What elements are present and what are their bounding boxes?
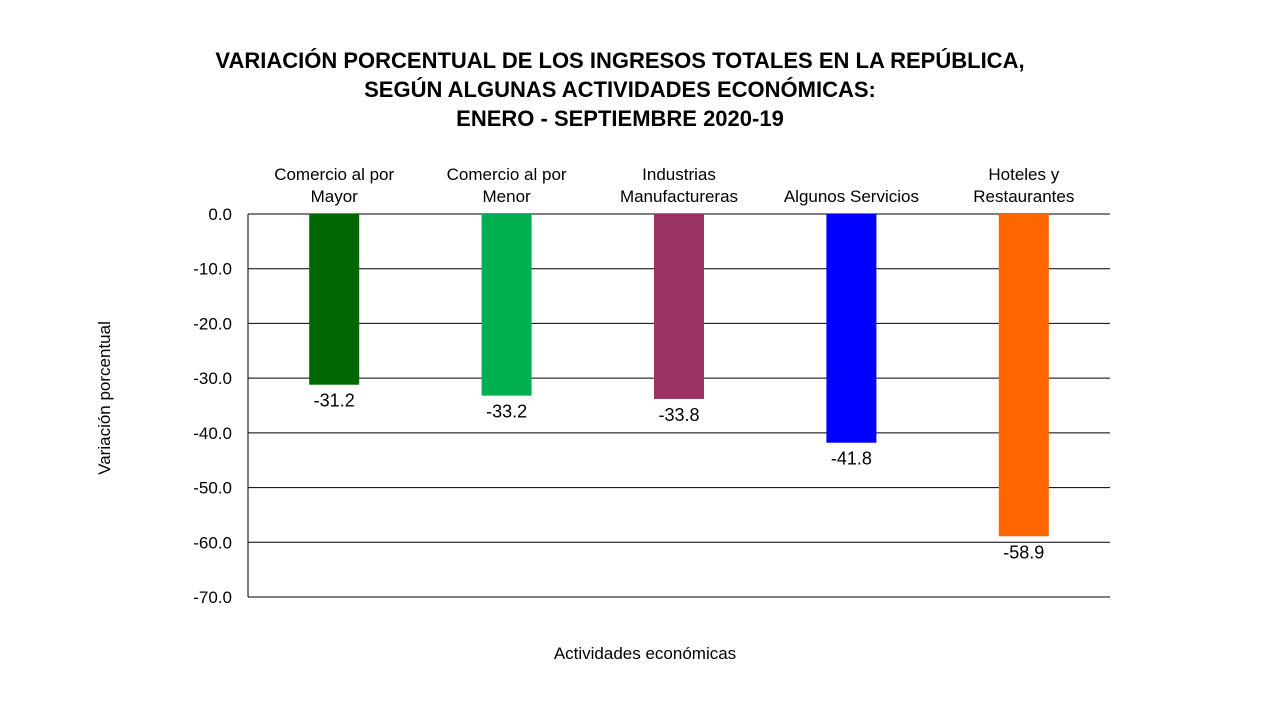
y-tick-label: -60.0 <box>193 533 232 552</box>
bar <box>826 214 877 443</box>
chart-title-line-3: ENERO - SEPTIEMBRE 2020-19 <box>456 106 784 131</box>
data-label: -33.8 <box>658 405 699 425</box>
category-label: Mayor <box>311 187 359 206</box>
category-label: Menor <box>483 187 532 206</box>
chart-title-line-2: SEGÚN ALGUNAS ACTIVIDADES ECONÓMICAS: <box>364 77 876 102</box>
category-labels: Comercio al por Mayor Comercio al por Menor… <box>274 165 1074 206</box>
bar <box>309 214 360 385</box>
category-label: Comercio al por <box>447 165 567 184</box>
y-tick-label: -10.0 <box>193 260 232 279</box>
category-label: Manufactureras <box>620 187 738 206</box>
bar <box>654 214 704 399</box>
y-axis-ticks: 0.0 -10.0 -20.0 -30.0 -40.0 -50.0 -60.0 -70.0 <box>193 205 232 607</box>
y-tick-label: -70.0 <box>193 588 232 607</box>
chart-title-line-1: VARIACIÓN PORCENTUAL DE LOS INGRESOS TOT… <box>215 48 1025 73</box>
bar <box>481 214 532 396</box>
category-label: Industrias <box>642 165 716 184</box>
category-label: Comercio al por <box>274 165 394 184</box>
y-tick-label: -20.0 <box>193 314 232 333</box>
category-label: Hoteles y <box>988 165 1059 184</box>
x-axis-label: Actividades económicas <box>554 644 736 663</box>
bar <box>998 214 1049 537</box>
data-labels: -31.2 -33.2 -33.8 -41.8 -58.9 <box>314 391 1045 563</box>
data-label: -41.8 <box>831 449 872 469</box>
bars <box>309 214 1049 537</box>
y-tick-label: -30.0 <box>193 369 232 388</box>
data-label: -58.9 <box>1003 542 1044 562</box>
y-tick-label: 0.0 <box>208 205 232 224</box>
chart-title: VARIACIÓN PORCENTUAL DE LOS INGRESOS TOT… <box>120 46 1120 133</box>
y-tick-label: -50.0 <box>193 479 232 498</box>
y-tick-label: -40.0 <box>193 424 232 443</box>
y-axis-label: Variación porcentual <box>95 321 114 475</box>
data-label: -33.2 <box>486 402 527 422</box>
category-label: Algunos Servicios <box>784 187 919 206</box>
category-label: Restaurantes <box>973 187 1074 206</box>
data-label: -31.2 <box>314 391 355 411</box>
